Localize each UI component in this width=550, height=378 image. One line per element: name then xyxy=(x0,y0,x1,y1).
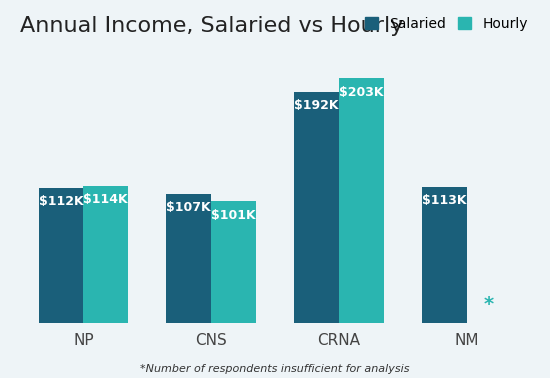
Text: *: * xyxy=(484,294,494,313)
Text: Annual Income, Salaried vs Hourly: Annual Income, Salaried vs Hourly xyxy=(20,16,404,36)
Text: $107K: $107K xyxy=(167,201,211,214)
Text: $203K: $203K xyxy=(339,86,383,99)
Bar xyxy=(167,194,211,323)
Bar xyxy=(84,186,128,323)
Bar xyxy=(211,201,256,323)
Text: $112K: $112K xyxy=(39,195,83,208)
Bar xyxy=(39,188,84,323)
Bar xyxy=(339,79,383,323)
Text: $114K: $114K xyxy=(84,193,128,206)
Text: $101K: $101K xyxy=(211,209,256,222)
Text: $113K: $113K xyxy=(422,194,466,207)
Bar xyxy=(422,187,466,323)
Text: $192K: $192K xyxy=(294,99,339,112)
Bar xyxy=(294,92,339,323)
Text: *Number of respondents insufficient for analysis: *Number of respondents insufficient for … xyxy=(140,364,410,374)
Legend: Salaried, Hourly: Salaried, Hourly xyxy=(365,17,528,31)
